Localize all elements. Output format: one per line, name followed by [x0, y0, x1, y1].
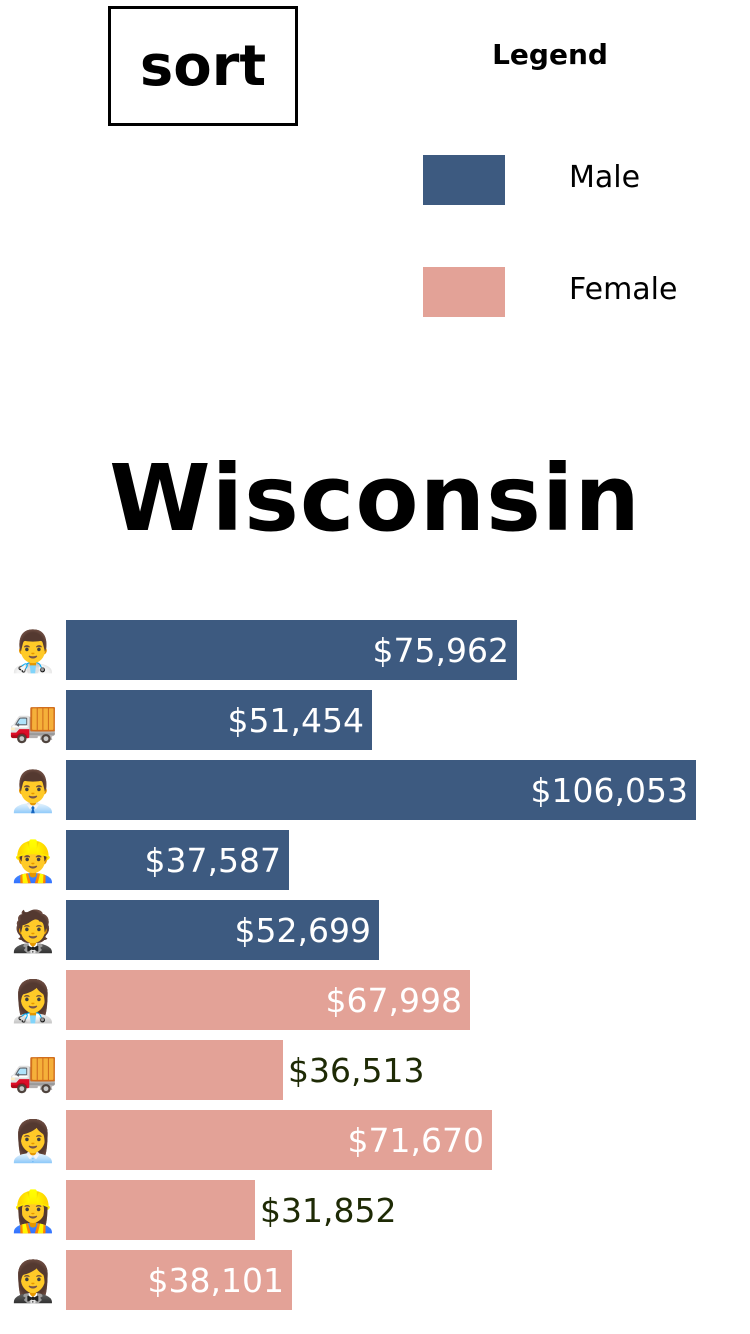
delivery-truck-icon: 🚚: [8, 699, 58, 745]
bar-value-label: $31,852: [260, 1191, 396, 1230]
page-title: Wisconsin: [109, 445, 641, 552]
female-health-worker-icon: 👩‍⚕️: [8, 978, 58, 1025]
female-construction-worker-icon: 👷‍♀️: [8, 1188, 58, 1235]
legend-label-male: Male: [569, 160, 641, 195]
male-tuxedo-icon: 🤵: [8, 907, 58, 955]
legend-swatch-female: [423, 267, 505, 317]
bar: [66, 620, 517, 680]
male-health-worker-icon: 👨‍⚕️: [8, 628, 58, 675]
bar-value-label: $106,053: [531, 771, 688, 810]
legend-swatch-male: [423, 155, 505, 205]
bar-value-label: $51,454: [228, 701, 364, 740]
bar: [66, 1110, 492, 1170]
legend-title: Legend: [492, 38, 608, 71]
bar-value-label: $67,998: [326, 981, 462, 1020]
bar: [66, 690, 372, 750]
bar: [66, 1250, 292, 1310]
bar: [66, 900, 379, 960]
bar-value-label: $52,699: [235, 911, 371, 950]
bar: [66, 970, 470, 1030]
sort-button[interactable]: sort: [108, 6, 298, 126]
bar-value-label: $37,587: [145, 841, 281, 880]
bar-value-label: $38,101: [148, 1261, 284, 1300]
bar: [66, 760, 696, 820]
bar: [66, 1180, 255, 1240]
bar: [66, 830, 289, 890]
bar: [66, 1040, 283, 1100]
male-office-worker-icon: 👨‍💼: [8, 768, 58, 815]
salary-bar-chart: 👨‍⚕️ $75,962 🚚 $51,454 👨‍💼 $106,053 👷‍♂️ $37,58…: [8, 620, 696, 1310]
female-office-worker-icon: 👩‍💼: [8, 1118, 58, 1165]
legend-label-female: Female: [569, 272, 678, 307]
bar-value-label: $36,513: [288, 1051, 424, 1090]
female-tuxedo-icon: 🤵‍♀️: [8, 1258, 58, 1305]
bar-value-label: $75,962: [373, 631, 509, 670]
male-construction-worker-icon: 👷‍♂️: [8, 838, 58, 885]
bar-value-label: $71,670: [348, 1121, 484, 1160]
delivery-truck-icon: 🚚: [8, 1049, 58, 1095]
